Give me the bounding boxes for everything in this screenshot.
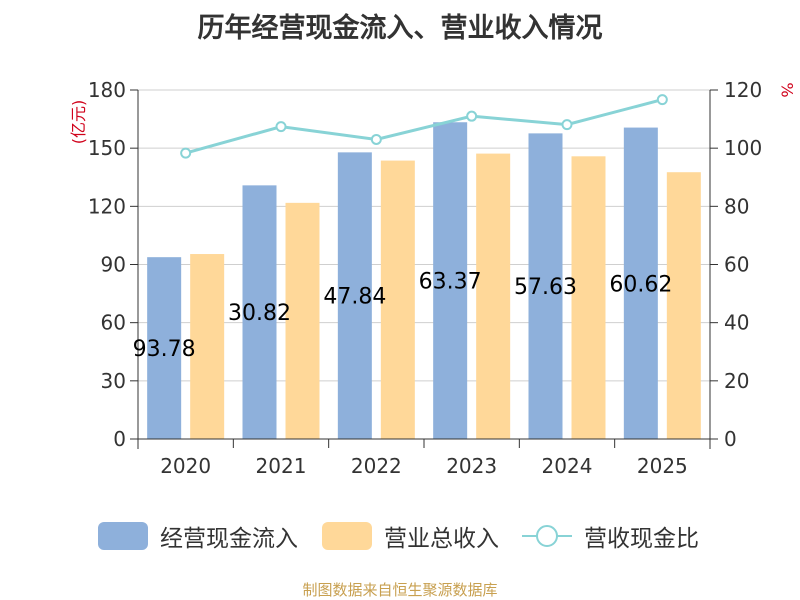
left-tick-label: 60 (101, 311, 126, 335)
left-tick-label: 90 (101, 253, 126, 277)
x-tick-label: 2020 (160, 454, 211, 478)
x-tick-label: 2021 (256, 454, 307, 478)
legend-item-cash-inflow[interactable]: 经营现金流入 (98, 516, 298, 556)
bar-cash-inflow (433, 122, 468, 440)
x-tick-label: 2024 (542, 454, 593, 478)
ratio-point (656, 94, 668, 106)
bar-cash-inflow (337, 152, 372, 439)
bar-revenue (380, 160, 415, 439)
data-label: 30.82 (228, 301, 291, 326)
data-label-group: 93.78 30.82 47.84 63.37 57.63 60.62 (133, 270, 673, 362)
legend-item-revenue[interactable]: 营业总收入 (322, 516, 499, 556)
x-tick-label: 2023 (446, 454, 497, 478)
left-axis-unit: (亿元) (69, 99, 88, 145)
bar-revenue (571, 156, 606, 439)
legend-swatch-revenue (322, 522, 372, 550)
left-tick-label: 150 (88, 136, 126, 160)
right-tick-label: 100 (724, 136, 762, 160)
ratio-point (275, 121, 287, 133)
legend-swatch-cash-inflow (98, 522, 148, 550)
data-label: 63.37 (419, 270, 482, 295)
right-tick-label: 120 (724, 78, 762, 102)
data-label: 47.84 (323, 285, 386, 310)
legend-swatch-ratio (522, 522, 572, 550)
ratio-point (180, 147, 192, 159)
left-tick-label: 180 (88, 78, 126, 102)
right-tick-label: 20 (724, 369, 749, 393)
legend-label: 营业总收入 (384, 526, 499, 552)
grid-lines (138, 89, 710, 382)
right-tick-label: 60 (724, 253, 749, 277)
x-tick-label: 2025 (637, 454, 688, 478)
right-tick-label: 80 (724, 194, 749, 218)
data-label: 57.63 (514, 275, 577, 300)
bar-revenue (285, 202, 320, 439)
bar-cash-inflow (147, 257, 182, 439)
legend-item-ratio[interactable]: 营收现金比 (522, 516, 699, 556)
ratio-point (561, 119, 573, 131)
bar-revenue (666, 172, 701, 439)
chart-title: 历年经营现金流入、营业收入情况 (197, 13, 603, 44)
legend-label: 营收现金比 (584, 526, 699, 552)
bar-cash-inflow (242, 185, 277, 439)
ratio-line (185, 98, 663, 155)
legend-label: 经营现金流入 (160, 526, 298, 552)
ratio-point (370, 133, 382, 145)
bar-revenue (476, 153, 511, 439)
data-label: 93.78 (133, 337, 196, 362)
legend: 经营现金流入 营业总收入 营收现金比 (0, 516, 800, 556)
right-tick-label: 40 (724, 311, 749, 335)
ratio-line-group (180, 94, 668, 159)
left-tick-label: 0 (113, 427, 126, 451)
bar-cash-inflow (623, 127, 658, 439)
source-note: 制图数据来自恒生聚源数据库 (302, 581, 498, 599)
ratio-point (466, 110, 478, 122)
bar-cash-inflow (528, 133, 563, 440)
right-axis-unit: % (777, 82, 797, 98)
left-tick-label: 120 (88, 194, 126, 218)
bar-revenue (190, 254, 225, 439)
left-tick-label: 30 (101, 369, 126, 393)
right-tick-label: 0 (724, 427, 737, 451)
bar-group (147, 122, 701, 440)
data-label: 60.62 (609, 272, 672, 297)
axes: 0 30 60 90 120 150 180 0 20 40 60 80 100 120 2020 2021 2… (88, 78, 762, 478)
x-tick-label: 2022 (351, 454, 402, 478)
